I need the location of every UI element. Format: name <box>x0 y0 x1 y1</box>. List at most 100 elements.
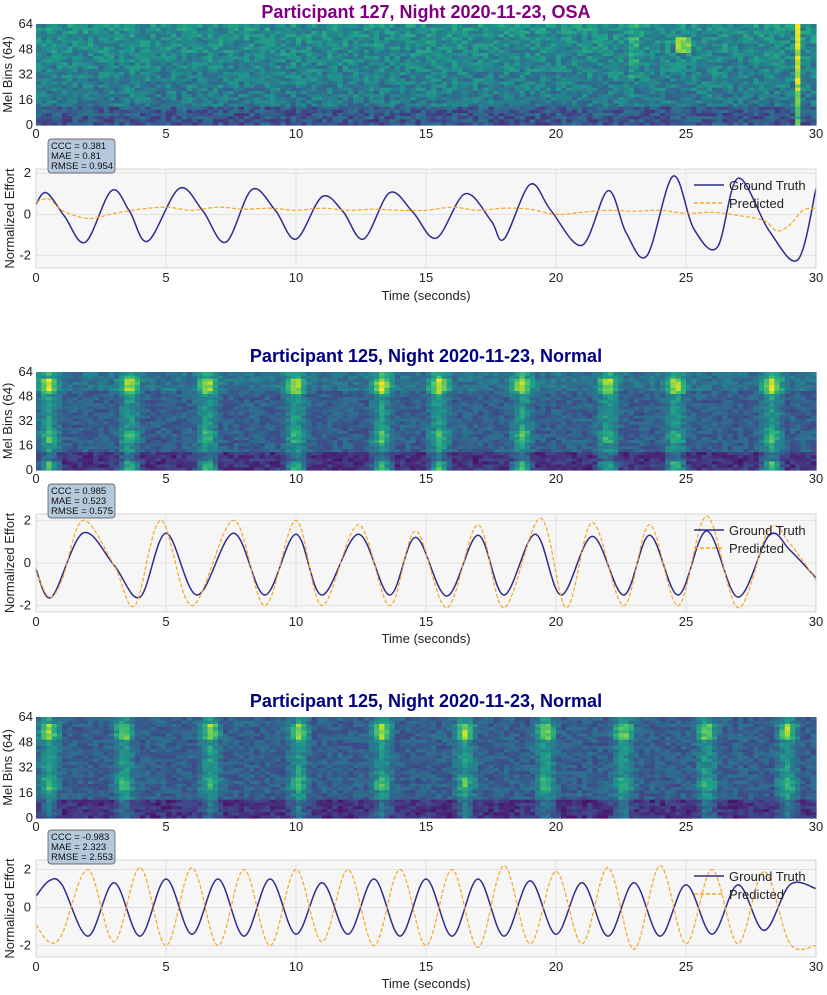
spectrogram-cell <box>322 118 328 123</box>
spectrogram-cell <box>207 49 214 54</box>
spectrogram-cell <box>478 24 484 28</box>
spectrogram-cell <box>46 93 53 98</box>
spectrogram-cell <box>353 118 359 123</box>
spectrogram-cell <box>114 93 120 98</box>
spectrogram-cell <box>223 71 229 76</box>
spectrogram-cell <box>218 83 224 88</box>
spectrogram-cell <box>197 74 203 79</box>
spectrogram-cell <box>72 121 79 126</box>
spectrogram-cell <box>452 80 458 85</box>
spectrogram-cell <box>379 90 385 95</box>
spectrogram-cell <box>327 106 333 110</box>
spectrogram-1 <box>36 24 817 126</box>
spectrogram-cell <box>140 58 146 63</box>
spectrogram-cell <box>88 55 94 60</box>
spectrogram-cell <box>212 109 219 113</box>
spectrogram-cell <box>129 118 136 123</box>
spectrogram-cell <box>467 33 474 38</box>
spectrogram-cell <box>545 71 552 76</box>
spectrogram-cell <box>519 121 526 126</box>
spectrogram-cell <box>400 87 406 91</box>
spectrogram-cell <box>223 83 229 88</box>
spectrogram-cell <box>41 112 47 117</box>
spectrogram-cell <box>114 71 120 76</box>
spectrogram-cell <box>337 24 344 28</box>
spectrogram-cell <box>254 71 261 76</box>
spectrogram-cell <box>467 24 474 28</box>
spectrogram-cell <box>644 24 651 28</box>
spectrogram-cell <box>140 102 146 107</box>
spectrogram-cell <box>233 58 240 63</box>
spectrogram-cell <box>77 68 84 72</box>
spectrogram-cell <box>98 36 105 41</box>
spectrogram-cell <box>441 24 448 28</box>
spectrogram-cell <box>488 52 495 57</box>
spectrogram-cell <box>368 96 375 101</box>
spectrogram-cell <box>368 46 375 50</box>
spectrogram-cell <box>259 93 266 98</box>
spectrogram-cell <box>514 58 521 63</box>
spectrogram-cell <box>51 36 58 41</box>
spectrogram-cell <box>462 27 469 31</box>
spectrogram-cell <box>545 52 552 57</box>
spectrogram-cell <box>316 96 323 101</box>
spectrogram-cell <box>145 99 151 104</box>
spectrogram-cell <box>103 58 110 63</box>
spectrogram-cell <box>441 99 448 104</box>
spectrogram-cell <box>498 30 505 35</box>
spectrogram-cell <box>384 65 391 69</box>
spectrogram-cell <box>72 71 79 76</box>
spectrogram-cell <box>285 55 292 60</box>
spectrogram-cell <box>98 55 105 60</box>
spectrogram-cell <box>264 93 271 98</box>
spectrogram-cell <box>181 33 188 38</box>
spectrogram-cell <box>514 52 521 57</box>
spectrogram-cell <box>478 33 484 38</box>
spectrogram-cell <box>93 27 99 31</box>
spectrogram-cell <box>519 74 526 79</box>
spectrogram-cell <box>348 96 354 101</box>
spectrogram-cell <box>478 46 484 50</box>
spectrogram-cell <box>384 52 391 57</box>
spectrogram-cell <box>353 102 359 107</box>
spectrogram-cell <box>493 27 500 31</box>
spectrogram-cell <box>223 96 229 101</box>
spectrogram-cell <box>540 93 547 98</box>
spectrogram-cell <box>327 36 333 41</box>
spectrogram-cell <box>374 90 380 95</box>
spectrogram-cell <box>488 71 495 76</box>
spectrogram-cell <box>212 24 219 28</box>
effort-x-label: Time (seconds) <box>381 288 470 303</box>
spectrogram-cell <box>223 55 229 60</box>
spectrogram-cell <box>342 39 349 44</box>
spectrogram-cell <box>519 109 526 113</box>
spectrogram-cell <box>394 52 401 57</box>
spectrogram-cell <box>498 42 505 47</box>
spectrogram-cell <box>556 121 562 126</box>
spectrogram-cell <box>379 121 385 126</box>
spectrogram-cell <box>212 71 219 76</box>
spectrogram-cell <box>358 115 365 120</box>
spectrogram-cell <box>550 52 557 57</box>
spectrogram-cell <box>192 90 198 95</box>
spectrogram-cell <box>337 39 344 44</box>
spectrogram-cell <box>249 87 255 91</box>
spectrogram-cell <box>155 58 162 63</box>
spectrogram-cell <box>472 102 479 107</box>
spectrogram-cell <box>478 36 484 41</box>
spectrogram-cell <box>436 49 443 54</box>
spectrogram-cell <box>342 112 349 117</box>
spectrogram-cell <box>389 83 396 88</box>
spectrogram-cell <box>72 99 79 104</box>
spectrogram-cell <box>472 83 479 88</box>
spectrogram-cell <box>452 99 458 104</box>
spectrogram-cell <box>462 102 469 107</box>
spectrogram-cell <box>472 39 479 44</box>
spectrogram-cell <box>400 68 406 72</box>
spectrogram-cell <box>124 112 131 117</box>
spectrogram-cell <box>493 90 500 95</box>
spectrogram-cell <box>342 109 349 113</box>
spectrogram-cell <box>233 61 240 66</box>
spectrogram-cell <box>374 71 380 76</box>
spectrogram-cell <box>472 109 479 113</box>
